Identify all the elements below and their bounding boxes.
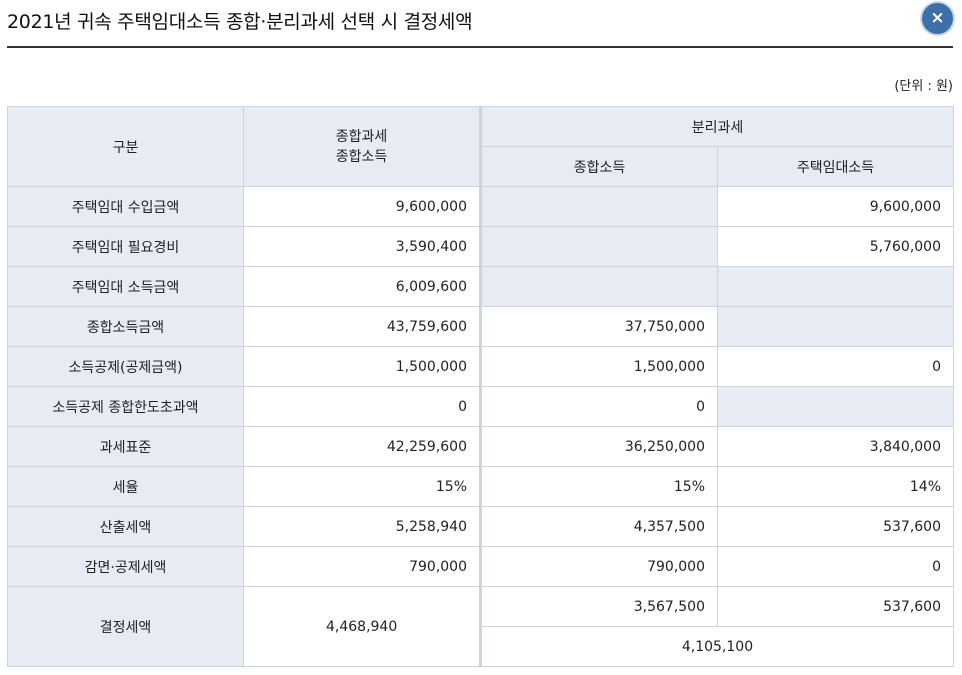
header-comprehensive: 종합과세 종합소득: [243, 106, 481, 187]
comp-value: 0: [243, 386, 481, 427]
table-row: 주택임대 필요경비 3,590,400 5,760,000: [7, 226, 954, 267]
header-separate-housing: 주택임대소득: [717, 146, 954, 187]
table-row: 세율 15% 15% 14%: [7, 466, 954, 507]
comp-value: 6,009,600: [243, 266, 481, 307]
unit-label: (단위 : 원): [894, 79, 953, 94]
comp-value: 9,600,000: [243, 186, 481, 227]
header-comprehensive-line2: 종합소득: [335, 148, 388, 165]
sep-housing-value: 537,600: [717, 506, 954, 547]
comp-value: 43,759,600: [243, 306, 481, 347]
row-label: 소득공제(공제금액): [7, 346, 244, 387]
comp-value: 790,000: [243, 546, 481, 587]
sep-housing-value: 14%: [717, 466, 954, 507]
final-sep-housing-value: 537,600: [717, 586, 954, 627]
header-category: 구분: [7, 106, 244, 187]
table-row: 주택임대 소득금액 6,009,600: [7, 266, 954, 307]
row-label: 세율: [7, 466, 244, 507]
sep-housing-value: 3,840,000: [717, 426, 954, 467]
table-row: 산출세액 5,258,940 4,357,500 537,600: [7, 506, 954, 547]
header-separate-general: 종합소득: [479, 146, 718, 187]
sep-general-value: 15%: [479, 466, 718, 507]
final-row: 결정세액 4,468,940 3,567,500 537,600: [7, 586, 954, 667]
sep-general-value: 37,750,000: [479, 306, 718, 347]
comp-value: 15%: [243, 466, 481, 507]
row-label: 감면·공제세액: [7, 546, 244, 587]
final-sep-general-value: 3,567,500: [479, 586, 718, 627]
row-label: 주택임대 필요경비: [7, 226, 244, 267]
table-row: 소득공제(공제금액) 1,500,000 1,500,000 0: [7, 346, 954, 387]
sep-general-value: [479, 186, 718, 227]
sep-general-value: 0: [479, 386, 718, 427]
final-sep-total-value: 4,105,100: [479, 626, 954, 667]
comp-value: 3,590,400: [243, 226, 481, 267]
sep-general-value: 790,000: [479, 546, 718, 587]
row-label: 주택임대 수입금액: [7, 186, 244, 227]
sep-general-value: 36,250,000: [479, 426, 718, 467]
comp-value: 42,259,600: [243, 426, 481, 467]
final-total-row: 4,105,100: [8, 626, 954, 667]
final-label: 결정세액: [7, 586, 244, 667]
sep-housing-value: [717, 266, 954, 307]
sep-general-value: 4,357,500: [479, 506, 718, 547]
table-row: 감면·공제세액 790,000 790,000 0: [7, 546, 954, 587]
sep-housing-value: 0: [717, 346, 954, 387]
table-row: 주택임대 수입금액 9,600,000 9,600,000: [7, 186, 954, 227]
sep-housing-value: 5,760,000: [717, 226, 954, 267]
comp-value: 1,500,000: [243, 346, 481, 387]
row-label: 산출세액: [7, 506, 244, 547]
table-row: 과세표준 42,259,600 36,250,000 3,840,000: [7, 426, 954, 467]
sep-general-value: [479, 226, 718, 267]
row-label: 주택임대 소득금액: [7, 266, 244, 307]
sep-housing-value: 0: [717, 546, 954, 587]
row-label: 과세표준: [7, 426, 244, 467]
header-comprehensive-line1: 종합과세: [335, 128, 388, 145]
close-icon[interactable]: ×: [922, 3, 953, 34]
sep-general-value: 1,500,000: [479, 346, 718, 387]
tax-table: 구분 종합과세 종합소득 분리과세 종합소득 주택임대소득 주택임대 수입금액 …: [7, 106, 954, 667]
table-row: 종합소득금액 43,759,600 37,750,000: [7, 306, 954, 347]
page-title: 2021년 귀속 주택임대소득 종합·분리과세 선택 시 결정세액: [7, 11, 473, 33]
header-separate: 분리과세: [479, 106, 954, 147]
table-row: 소득공제 종합한도초과액 0 0: [7, 386, 954, 427]
comp-value: 5,258,940: [243, 506, 481, 547]
sep-housing-value: [717, 306, 954, 347]
sep-housing-value: 9,600,000: [717, 186, 954, 227]
row-label: 소득공제 종합한도초과액: [7, 386, 244, 427]
row-label: 종합소득금액: [7, 306, 244, 347]
final-comp-value: 4,468,940: [243, 586, 481, 667]
title-bar: 2021년 귀속 주택임대소득 종합·분리과세 선택 시 결정세액 ×: [7, 0, 953, 48]
sep-general-value: [479, 266, 718, 307]
sep-housing-value: [717, 386, 954, 427]
